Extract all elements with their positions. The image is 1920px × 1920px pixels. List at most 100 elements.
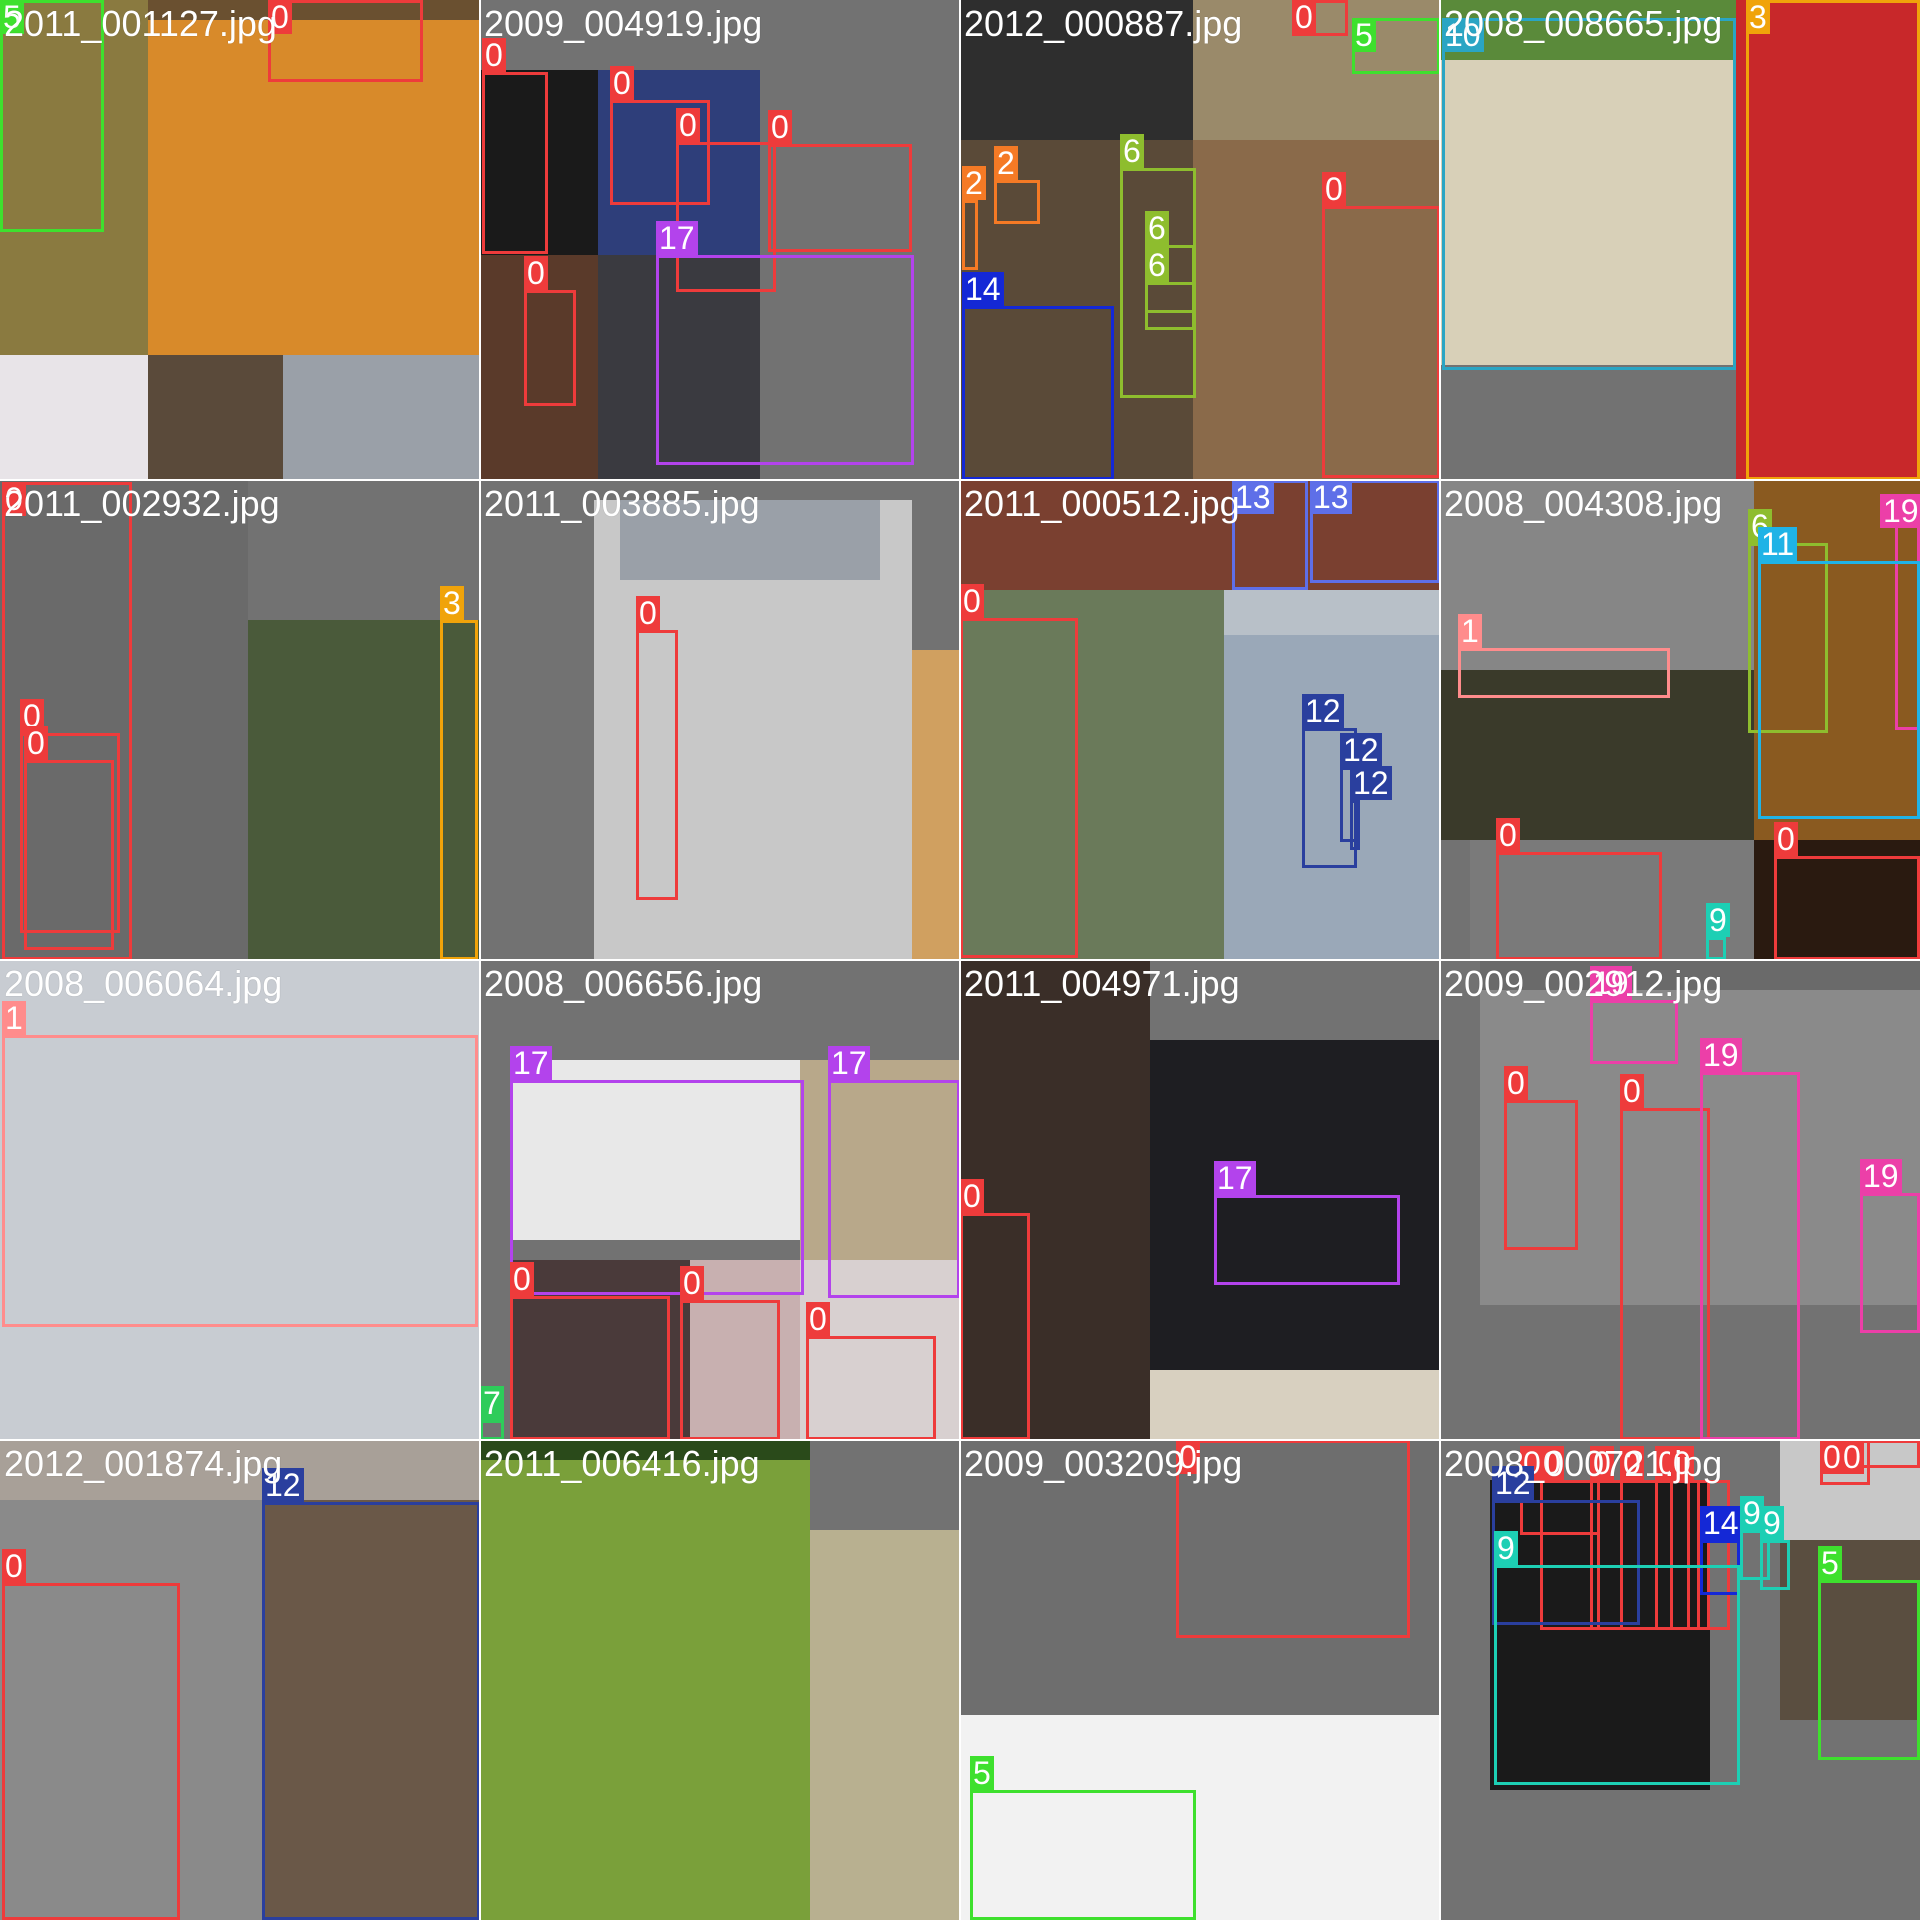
class-label: 0 [482, 38, 506, 72]
bounding-box [1860, 1193, 1920, 1333]
photo-region [960, 480, 1440, 590]
bounding-box [1590, 1000, 1678, 1064]
class-label: 12 [262, 1468, 304, 1502]
photo-region [960, 590, 1224, 960]
bounding-box [656, 255, 914, 465]
bounding-box [610, 100, 710, 205]
bounding-box [768, 144, 912, 252]
class-label: 19 [1700, 1038, 1742, 1072]
bounding-box [1758, 561, 1920, 819]
class-label: 0 [510, 1262, 534, 1296]
class-label: 2 [994, 146, 1018, 180]
class-label: 0 [1590, 1446, 1614, 1480]
image-tile: 0 17 2011_004971.jpg [960, 960, 1440, 1440]
class-label: 0 [1820, 1440, 1844, 1474]
class-label: 9 [1760, 1506, 1784, 1540]
bounding-box [2, 1035, 478, 1327]
image-tile: 0 5 2009_003209.jpg [960, 1440, 1440, 1920]
class-label: 0 [24, 726, 48, 760]
bounding-box [1670, 1480, 1730, 1630]
bounding-box [1504, 1100, 1578, 1250]
bounding-box [962, 200, 978, 270]
bounding-box [994, 180, 1040, 224]
photo-region [480, 1440, 810, 1460]
class-label: 11 [1758, 527, 1798, 561]
grid-separator [0, 959, 1920, 961]
class-label: 0 [1540, 1446, 1564, 1480]
class-label: 0 [1774, 822, 1798, 856]
bounding-box [1176, 1440, 1410, 1638]
image-tile: 0 2011_003885.jpg [480, 480, 960, 960]
class-label: 19 [1880, 494, 1920, 528]
class-label: 0 [268, 0, 292, 34]
bounding-box [1746, 0, 1920, 480]
class-label: 17 [828, 1046, 870, 1080]
class-label: 5 [970, 1756, 994, 1790]
class-label: 0 [960, 584, 984, 618]
photo-region [1440, 0, 1736, 60]
bounding-box [2, 1583, 180, 1920]
photo-region [912, 650, 960, 960]
class-label: 0 [1504, 1066, 1528, 1100]
bounding-box [1494, 1565, 1740, 1785]
bounding-box [1458, 648, 1670, 698]
class-label: 12 [1340, 733, 1382, 767]
bounding-box [636, 630, 678, 900]
class-label: 12 [1302, 694, 1344, 728]
class-label: 0 [2, 1549, 26, 1583]
photo-region [0, 1440, 480, 1500]
class-label: 0 [610, 66, 634, 100]
bounding-box [440, 620, 478, 960]
bounding-box [962, 306, 1114, 480]
image-tile: 19 0 0 19 19 2009_002912.jpg [1440, 960, 1920, 1440]
bounding-box [806, 1336, 936, 1440]
image-tile: 0 0 0 0 17 0 2009_004919.jpg [480, 0, 960, 480]
image-tile: 2011_006416.jpg [480, 1440, 960, 1920]
class-label: 17 [656, 221, 698, 255]
class-label: 10 [1442, 18, 1484, 52]
photo-region [148, 355, 283, 480]
class-label: 0 [1176, 1440, 1200, 1474]
photo-region [960, 1715, 1440, 1920]
class-label: 12 [1492, 1466, 1534, 1500]
photo-region [264, 1500, 480, 1920]
bounding-box [24, 760, 114, 950]
class-label: 6 [1120, 134, 1144, 168]
class-label: 2 [962, 166, 986, 200]
photo-region [1150, 1040, 1440, 1370]
class-label: 14 [1700, 1506, 1742, 1540]
bounding-box [0, 0, 104, 232]
class-label: 0 [680, 1266, 704, 1300]
bounding-box [1760, 1540, 1790, 1590]
photo-region [1224, 590, 1440, 635]
class-label: 0 [676, 108, 700, 142]
bounding-box [1322, 206, 1440, 478]
class-label: 1 [2, 1001, 26, 1035]
photo-region [960, 960, 1150, 1440]
photo-region [0, 960, 480, 1440]
bounding-box [480, 1420, 504, 1440]
class-label: 0 [1620, 1446, 1644, 1480]
class-label: 0 [960, 1179, 984, 1213]
image-tile: 19 6 11 1 0 0 9 2008_004308.jpg [1440, 480, 1920, 960]
bounding-box [960, 1213, 1030, 1440]
photo-region [1224, 590, 1440, 960]
photo-region [1780, 1540, 1920, 1720]
class-label: 0 [20, 699, 44, 733]
class-label: 19 [1860, 1159, 1902, 1193]
bounding-box [482, 72, 548, 254]
photo-region [510, 1260, 690, 1440]
bounding-box [970, 1790, 1196, 1920]
image-tile: 13 13 0 12 12 12 2011_000512.jpg [960, 480, 1440, 960]
class-label: 5 [1818, 1546, 1842, 1580]
class-label: 13 [1310, 480, 1352, 514]
bounding-box [960, 618, 1078, 958]
photo-region [148, 0, 480, 20]
photo-region [0, 1440, 264, 1920]
class-label: 6 [1145, 248, 1169, 282]
bounding-box [680, 1300, 780, 1440]
bounding-box [268, 0, 423, 82]
photo-region [1440, 670, 1754, 840]
photo-region [1440, 0, 1736, 365]
